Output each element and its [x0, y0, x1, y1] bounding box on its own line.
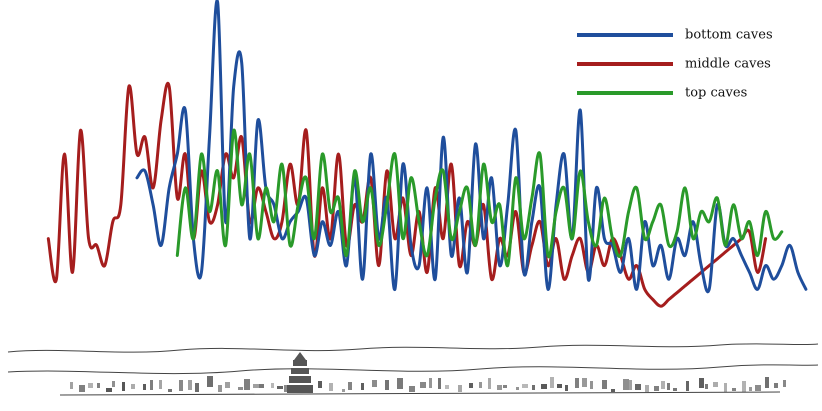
panorama-building [259, 384, 264, 388]
panorama-building [179, 380, 183, 391]
panorama-building [244, 379, 250, 390]
panorama-building [225, 382, 230, 388]
legend-label-top-caves: top caves [685, 86, 747, 101]
panorama-building [438, 378, 441, 389]
panorama-building [409, 386, 415, 392]
panorama-building [783, 380, 786, 387]
panorama-building [667, 383, 670, 390]
panorama-building [661, 381, 665, 389]
series-layer [46, 0, 808, 308]
panorama-building [271, 383, 274, 388]
panorama-building [742, 381, 746, 392]
panorama-building [385, 380, 389, 390]
legend-label-middle-caves: middle caves [685, 57, 771, 72]
panorama-ground-line [59, 391, 781, 396]
panorama-building [150, 380, 153, 390]
series-line-bottom-caves [135, 0, 808, 294]
panorama-building [602, 380, 607, 389]
panorama-building [159, 380, 162, 389]
panorama-building [329, 383, 333, 391]
panorama-building [699, 378, 704, 388]
panorama-building [575, 378, 579, 388]
panorama-building [488, 378, 491, 389]
panorama-building [516, 387, 519, 390]
panorama-building [218, 385, 222, 392]
panorama-building [420, 382, 426, 388]
panorama-building [623, 379, 629, 390]
panorama-building [755, 385, 761, 391]
panorama-building [774, 383, 778, 388]
series-line-middle-caves [46, 82, 768, 308]
panorama-buildings [70, 376, 786, 392]
panorama-building [348, 382, 352, 390]
panorama-pagoda [287, 352, 313, 393]
panorama-building [168, 389, 172, 392]
panorama-building [131, 384, 135, 389]
panorama-building [143, 384, 146, 390]
panorama-building [106, 388, 112, 392]
panorama-building [88, 383, 93, 388]
panorama-building [97, 383, 100, 388]
panorama-building [361, 383, 364, 390]
panorama-building [79, 385, 85, 392]
panorama-building [253, 384, 259, 388]
panorama-building [238, 387, 243, 390]
panorama-building [195, 383, 199, 392]
panorama-building [732, 388, 736, 391]
panorama-building [611, 389, 615, 392]
panorama-building [497, 385, 502, 390]
panorama-building [532, 385, 535, 390]
panorama-building [590, 381, 593, 389]
panorama-building [629, 380, 632, 390]
panorama-building [673, 388, 677, 391]
series-line-top-caves [175, 128, 784, 268]
panorama-building [503, 385, 507, 388]
panorama-building [277, 386, 283, 389]
panorama-building [749, 387, 752, 391]
panorama-building [342, 389, 345, 392]
legend: bottom caves middle caves top caves [577, 28, 773, 101]
panorama-background [7, 343, 819, 396]
panorama-building [686, 381, 689, 391]
panorama-building [654, 386, 659, 391]
panorama-building [522, 384, 528, 388]
panorama-building [565, 385, 568, 391]
panorama-building [705, 384, 708, 389]
panorama-building [713, 382, 718, 387]
panorama-building [122, 382, 125, 391]
legend-label-bottom-caves: bottom caves [685, 28, 773, 43]
panorama-building [318, 381, 322, 388]
panorama-building [445, 385, 449, 389]
panorama-building [724, 383, 727, 392]
panorama-building [70, 382, 73, 389]
panorama-building [550, 377, 554, 388]
panorama-building [397, 378, 403, 389]
panorama-building [582, 378, 587, 387]
panorama-building [284, 385, 288, 392]
panorama-building [635, 384, 641, 390]
panorama-cliff-line [7, 364, 819, 375]
panorama-building [479, 382, 482, 388]
panorama-building [645, 385, 649, 392]
panorama-building [207, 376, 213, 387]
panorama-horizon-line [7, 343, 819, 353]
panorama-building [458, 385, 462, 392]
panorama-building [541, 384, 547, 389]
panorama-building [765, 377, 769, 388]
panorama-building [469, 383, 473, 388]
panorama-building [372, 380, 377, 387]
panorama-building [188, 380, 192, 390]
panorama-building [112, 381, 115, 387]
panorama-building [429, 378, 432, 388]
panorama-building [557, 384, 562, 388]
